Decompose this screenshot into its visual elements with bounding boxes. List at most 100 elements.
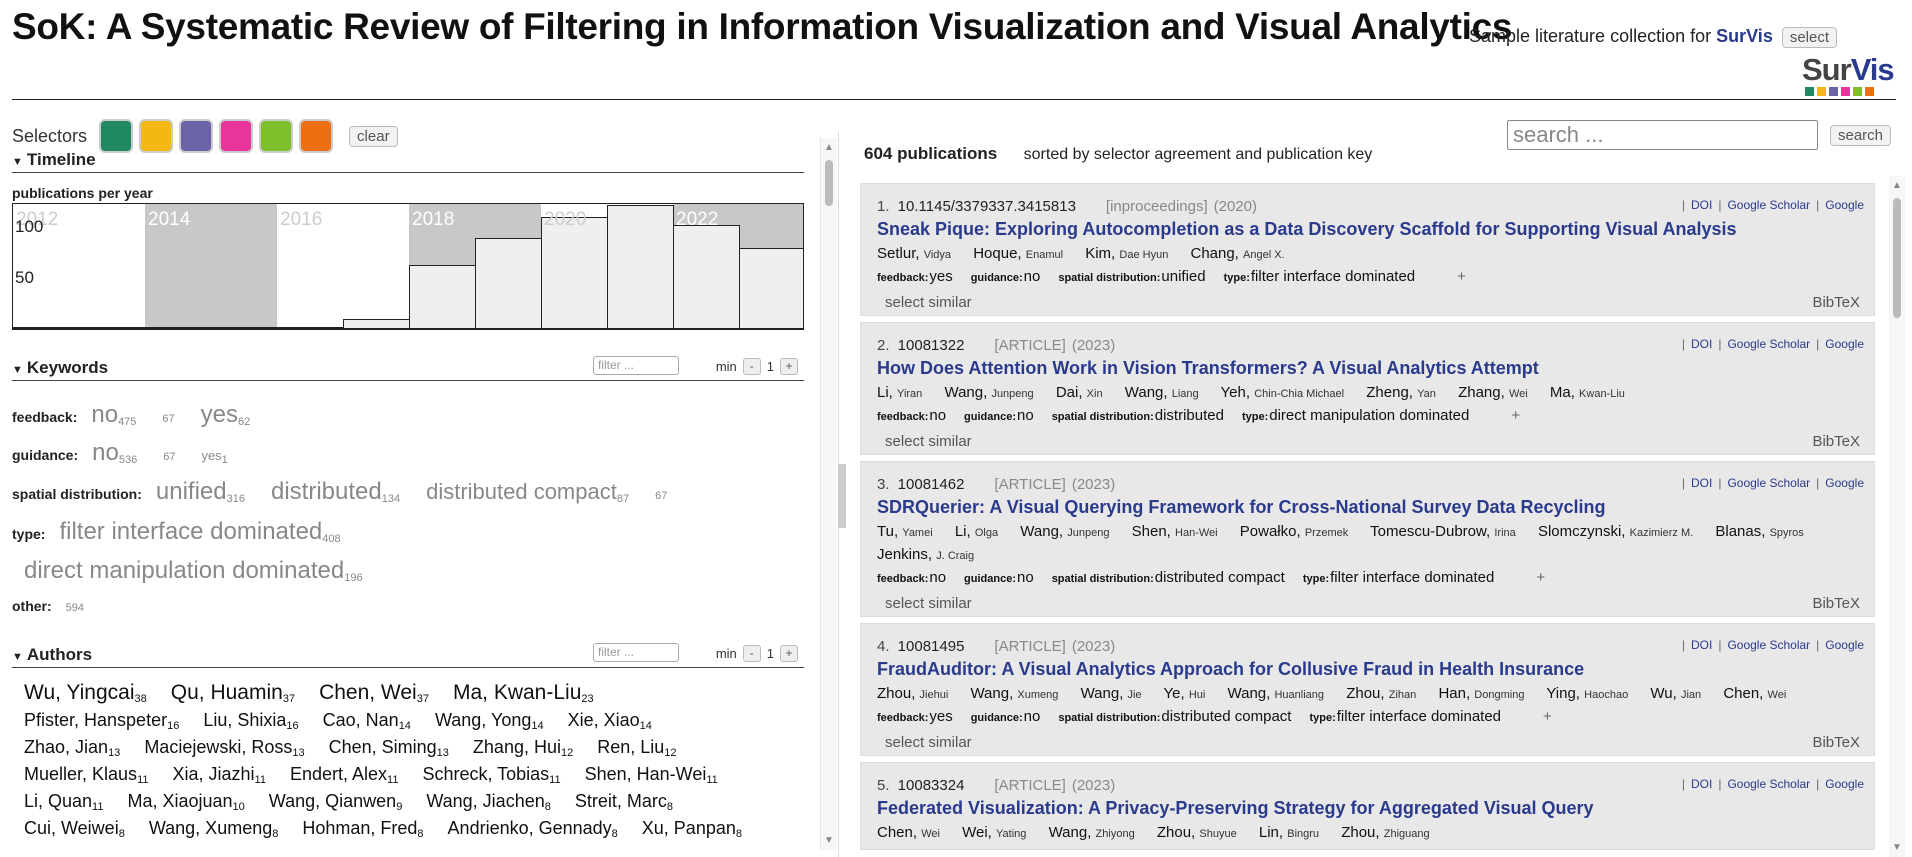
keywords-header[interactable]: ▼ Keywords filter ... min - 1 + <box>12 356 804 381</box>
publication-author[interactable]: Hoque, Enamul <box>973 245 1064 262</box>
selector-slot-2[interactable] <box>139 119 174 153</box>
publication-author[interactable]: Wang, Junpeng <box>944 384 1034 401</box>
google-link[interactable]: Google <box>1825 777 1864 791</box>
doi-link[interactable]: DOI <box>1690 337 1713 351</box>
publication-author[interactable]: Jenkins, J. Craig <box>877 546 975 563</box>
publication-keyword[interactable]: guidance:no <box>964 569 1034 586</box>
timeline-header[interactable]: ▼ Timeline <box>12 150 804 173</box>
selector-slot-4[interactable] <box>219 119 254 153</box>
keyword-tag-other[interactable]: 594 <box>65 602 85 614</box>
keyword-tag[interactable]: no475 <box>91 401 137 428</box>
doi-link[interactable]: DOI <box>1690 198 1713 212</box>
publication-author[interactable]: Dai, Xin <box>1055 384 1103 401</box>
authors-filter-input[interactable]: filter ... <box>593 643 679 662</box>
publication-author[interactable]: Wang, Junpeng <box>1020 523 1110 540</box>
author-tag[interactable]: Pfister, Hanspeter16 <box>24 710 180 732</box>
timeline-bar-2015[interactable] <box>211 327 278 329</box>
keyword-tag-other[interactable]: 67 <box>655 490 668 502</box>
doi-link[interactable]: DOI <box>1690 476 1713 490</box>
author-tag[interactable]: Mueller, Klaus11 <box>24 764 149 786</box>
publication-title[interactable]: Federated Visualization: A Privacy-Prese… <box>877 798 1594 818</box>
timeline-bar-2019[interactable] <box>475 237 542 329</box>
publication-author[interactable]: Wang, Xumeng <box>970 685 1059 702</box>
publication-author[interactable]: Powałko, Przemek <box>1239 523 1349 540</box>
author-tag[interactable]: Xie, Xiao14 <box>567 710 652 732</box>
timeline-bar-2020[interactable] <box>541 217 608 329</box>
publication-author[interactable]: Ma, Kwan-Liu <box>1549 384 1625 401</box>
min-decrease-button[interactable]: - <box>742 358 761 375</box>
select-similar-button[interactable]: select similar <box>885 433 972 450</box>
keyword-tag[interactable]: direct manipulation dominated196 <box>24 557 363 584</box>
author-tag[interactable]: Ren, Liu12 <box>597 737 677 759</box>
author-tag[interactable]: Maciejewski, Ross13 <box>144 737 305 759</box>
bibtex-button[interactable]: BibTeX <box>1812 595 1860 612</box>
doi-link[interactable]: DOI <box>1690 638 1713 652</box>
publication-author[interactable]: Shen, Han-Wei <box>1131 523 1218 540</box>
publication-card[interactable]: 4. 10081495 [ARTICLE] (2023) | DOI | Google Sc… <box>860 623 1875 756</box>
author-tag[interactable]: Schreck, Tobias11 <box>422 764 561 786</box>
publication-keyword[interactable]: type:direct manipulation dominated <box>1241 407 1470 424</box>
bibtex-button[interactable]: BibTeX <box>1812 433 1860 450</box>
author-tag[interactable]: Wang, Xumeng8 <box>148 818 279 840</box>
google-link[interactable]: Google <box>1825 476 1864 490</box>
authors-header[interactable]: ▼ Authors filter ... min - 1 + <box>12 643 804 668</box>
publication-author[interactable]: Wei, Yating <box>962 824 1027 841</box>
author-tag[interactable]: Cui, Weiwei8 <box>24 818 125 840</box>
collapse-triangle-icon[interactable]: ▼ <box>12 651 23 663</box>
publication-author[interactable]: Zhou, Shuyue <box>1156 824 1237 841</box>
publication-card[interactable]: 1. 10.1145/3379337.3415813 [inproceedings… <box>860 183 1875 316</box>
publication-author[interactable]: Setlur, Vidya <box>877 245 952 262</box>
right-scrollbar[interactable]: ▲ ▼ <box>1889 176 1905 857</box>
publication-author[interactable]: Yeh, Chin-Chia Michael <box>1220 384 1345 401</box>
publication-author[interactable]: Chen, Wei <box>877 824 940 841</box>
publication-keyword[interactable]: feedback:no <box>877 569 947 586</box>
publication-title[interactable]: SDRQuerier: A Visual Querying Framework … <box>877 497 1606 517</box>
keyword-tag-other[interactable]: 67 <box>163 451 176 463</box>
publication-keyword[interactable]: guidance:no <box>970 708 1041 725</box>
keyword-tag[interactable]: yes1 <box>201 448 228 466</box>
timeline-bar-2013[interactable] <box>79 327 146 329</box>
author-tag[interactable]: Endert, Alex11 <box>289 764 399 786</box>
publication-author[interactable]: Chen, Wei <box>1723 685 1787 702</box>
add-keyword-button[interactable]: + <box>1536 569 1546 586</box>
select-similar-button[interactable]: select similar <box>885 734 972 751</box>
publication-keyword[interactable]: feedback:yes <box>877 708 953 725</box>
scroll-up-icon[interactable]: ▲ <box>1892 180 1902 191</box>
min-increase-button[interactable]: + <box>780 645 798 662</box>
publication-card[interactable]: 2. 10081322 [ARTICLE] (2023) | DOI | Google Sc… <box>860 322 1875 455</box>
author-tag[interactable]: Wang, Jiachen8 <box>426 791 551 813</box>
timeline-bar-2014[interactable] <box>145 327 212 329</box>
author-tag[interactable]: Hohman, Fred8 <box>302 818 424 840</box>
bibtex-button[interactable]: BibTeX <box>1812 294 1860 311</box>
author-tag[interactable]: Wang, Qianwen9 <box>268 791 403 813</box>
publication-author[interactable]: Wang, Liang <box>1124 384 1199 401</box>
min-increase-button[interactable]: + <box>780 358 798 375</box>
timeline-bar-2012[interactable] <box>13 327 80 329</box>
author-tag[interactable]: Chen, Siming13 <box>328 737 449 759</box>
publication-author[interactable]: Zhou, Zhiguang <box>1341 824 1430 841</box>
publication-author[interactable]: Kim, Dae Hyun <box>1085 245 1169 262</box>
add-keyword-button[interactable]: + <box>1511 407 1521 424</box>
publication-card[interactable]: 5. 10083324 [ARTICLE] (2023) | DOI | Google Sc… <box>860 762 1875 850</box>
publication-author[interactable]: Wang, Zhiyong <box>1048 824 1135 841</box>
publication-author[interactable]: Zheng, Yan <box>1366 384 1436 401</box>
publication-author[interactable]: Han, Dongming <box>1438 685 1525 702</box>
google-scholar-link[interactable]: Google Scholar <box>1727 337 1811 351</box>
publication-author[interactable]: Li, Yiran <box>877 384 923 401</box>
keyword-tag[interactable]: distributed compact87 <box>426 479 630 505</box>
publication-keyword[interactable]: type:filter interface dominated <box>1302 569 1495 586</box>
publication-author[interactable]: Ye, Hui <box>1163 685 1206 702</box>
author-tag[interactable]: Zhang, Hui12 <box>472 737 574 759</box>
scroll-thumb[interactable] <box>1893 198 1901 318</box>
publication-author[interactable]: Blanas, Spyros <box>1715 523 1804 540</box>
select-collection-button[interactable]: select <box>1781 27 1838 48</box>
publication-title[interactable]: How Does Attention Work in Vision Transf… <box>877 358 1539 378</box>
publication-keyword[interactable]: type:filter interface dominated <box>1223 268 1416 285</box>
add-keyword-button[interactable]: + <box>1457 268 1466 285</box>
add-keyword-button[interactable]: + <box>1543 708 1552 725</box>
publication-author[interactable]: Zhou, Jiehui <box>877 685 949 702</box>
keyword-tag[interactable]: unified316 <box>155 478 245 505</box>
publication-author[interactable]: Tomescu-Dubrow, Irina <box>1370 523 1516 540</box>
author-tag[interactable]: Ma, Kwan-Liu23 <box>452 681 594 705</box>
scroll-down-icon[interactable]: ▼ <box>824 835 834 846</box>
